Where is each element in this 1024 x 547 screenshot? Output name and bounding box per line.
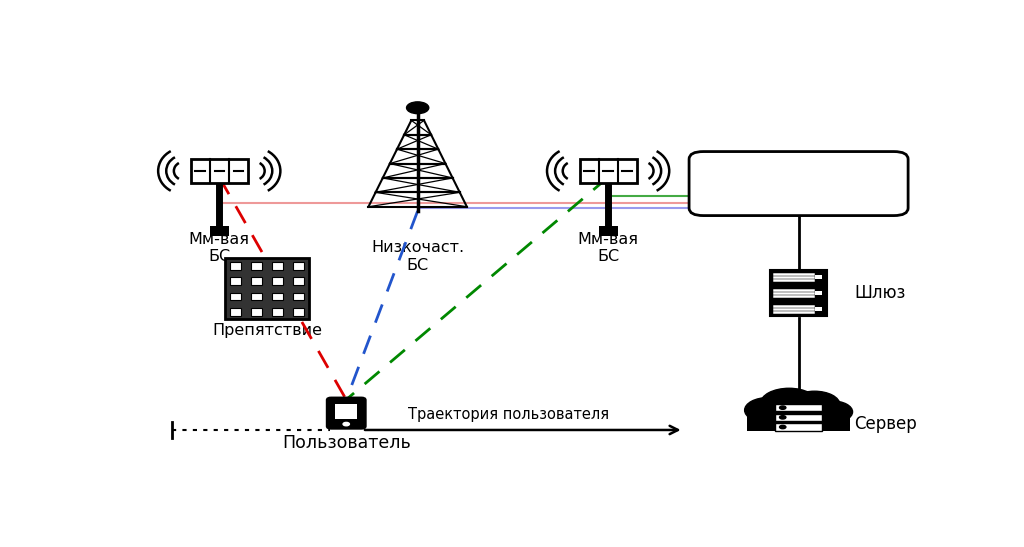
Bar — [775, 404, 822, 411]
FancyBboxPatch shape — [328, 398, 366, 428]
Circle shape — [811, 401, 853, 423]
Circle shape — [790, 391, 840, 418]
Bar — [580, 159, 637, 183]
Bar — [230, 262, 241, 270]
Bar — [336, 404, 357, 420]
Bar — [272, 293, 283, 300]
Circle shape — [343, 422, 349, 426]
Bar — [293, 308, 303, 316]
Bar — [190, 159, 248, 183]
Bar — [775, 423, 822, 431]
Circle shape — [784, 404, 828, 428]
Text: Траектория пользователя: Траектория пользователя — [409, 408, 609, 422]
Bar — [293, 293, 303, 300]
Bar — [748, 411, 850, 431]
Bar — [599, 226, 617, 236]
Circle shape — [744, 398, 793, 423]
Bar — [770, 270, 827, 284]
Bar — [770, 302, 827, 316]
Circle shape — [779, 426, 785, 429]
FancyBboxPatch shape — [689, 152, 908, 216]
Bar — [815, 275, 821, 279]
Bar — [293, 262, 303, 270]
Bar — [272, 262, 283, 270]
Circle shape — [761, 388, 817, 418]
Bar — [775, 414, 822, 421]
Bar — [272, 308, 283, 316]
Bar — [293, 277, 303, 285]
Bar — [251, 262, 262, 270]
Text: Низкочаст.
БС: Низкочаст. БС — [371, 241, 464, 273]
Bar — [230, 293, 241, 300]
Text: Препятствие: Препятствие — [212, 323, 322, 337]
Bar — [272, 277, 283, 285]
Circle shape — [779, 416, 785, 419]
Bar — [230, 277, 241, 285]
Bar — [210, 226, 228, 236]
Circle shape — [407, 102, 429, 114]
Text: Мм-вая
БС: Мм-вая БС — [578, 232, 639, 264]
Bar — [770, 286, 827, 300]
Circle shape — [761, 404, 805, 427]
Circle shape — [779, 406, 785, 409]
Text: Мм-вая
БС: Мм-вая БС — [188, 232, 250, 264]
Bar — [251, 293, 262, 300]
Text: Ядро сети: Ядро сети — [755, 174, 843, 193]
Bar — [815, 307, 821, 311]
Bar — [230, 308, 241, 316]
Text: Шлюз: Шлюз — [854, 284, 905, 302]
Bar — [251, 277, 262, 285]
Bar — [225, 258, 308, 319]
Text: Сервер: Сервер — [854, 415, 916, 433]
Bar — [815, 292, 821, 295]
Bar — [251, 308, 262, 316]
Text: Пользователь: Пользователь — [282, 434, 411, 452]
